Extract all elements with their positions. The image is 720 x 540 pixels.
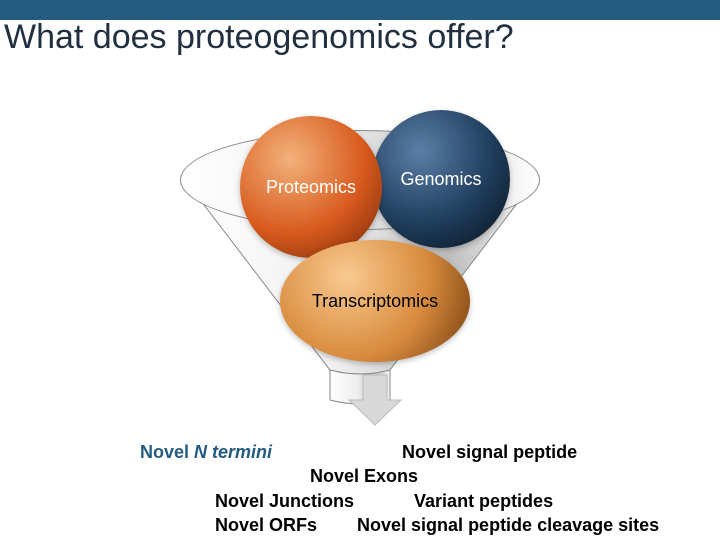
transcriptomics-circle: Transcriptomics [280, 240, 470, 362]
output-orfs: Novel ORFs [215, 513, 317, 537]
output-row-4: Novel ORFs Novel signal peptide cleavage… [140, 513, 680, 537]
proteomics-circle: Proteomics [240, 116, 382, 258]
funnel-diagram: Genomics Proteomics Transcriptomics [160, 100, 560, 380]
genomics-circle: Genomics [372, 110, 510, 248]
output-row-3: Novel Junctions Variant peptides [140, 489, 680, 513]
output-exons: Novel Exons [310, 464, 418, 488]
output-n-termini: Novel N termini [140, 440, 272, 464]
output-row-1: Novel N termini Novel signal peptide [140, 440, 680, 464]
proteomics-label: Proteomics [266, 177, 356, 198]
page-title: What does proteogenomics offer? [4, 18, 514, 57]
output-row-2: Novel Exons [140, 464, 680, 488]
output-cleavage-sites: Novel signal peptide cleavage sites [357, 513, 659, 537]
transcriptomics-label: Transcriptomics [312, 291, 438, 312]
outputs-block: Novel N termini Novel signal peptide Nov… [140, 440, 680, 537]
output-signal-peptide: Novel signal peptide [402, 440, 577, 464]
output-variant-peptides: Variant peptides [414, 489, 553, 513]
header-bar [0, 0, 720, 20]
genomics-label: Genomics [400, 169, 481, 190]
output-junctions: Novel Junctions [215, 489, 354, 513]
down-arrow-icon [345, 370, 405, 430]
